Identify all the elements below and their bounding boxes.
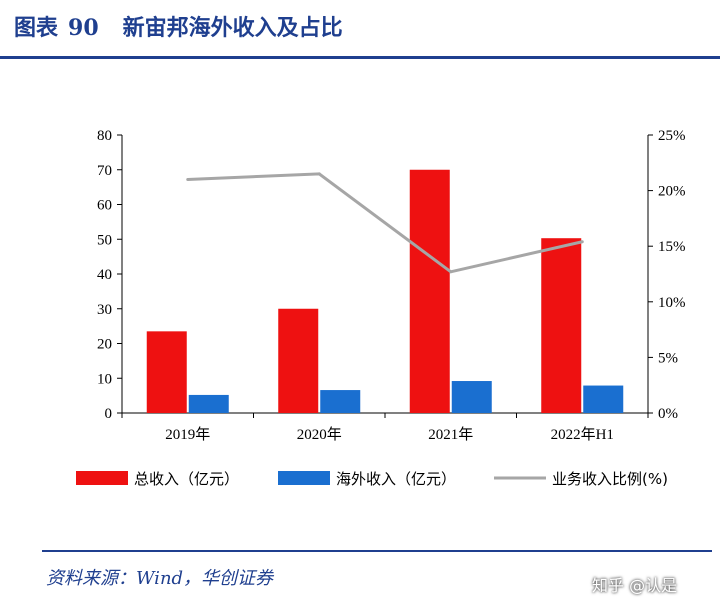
figure-number: 90 (68, 15, 99, 41)
x-tick-label: 2019年 (165, 426, 210, 443)
legend-total-revenue-label: 总收入（亿元） (134, 470, 239, 488)
left-tick-label: 80 (97, 128, 112, 144)
overseas-revenue-bar (188, 394, 229, 413)
left-tick-label: 20 (97, 337, 112, 353)
chart: 0 10 20 30 40 50 60 70 80 0% 5% 10% 15% 20% 25% 2019年 20… (76, 128, 686, 488)
ratio-line-point (449, 270, 453, 274)
legend-overseas-revenue-label: 海外收入（亿元） (336, 470, 456, 488)
figure-title: 图表 90 新宙邦海外收入及占比 (14, 10, 343, 42)
right-tick-label: 25% (658, 128, 686, 144)
right-tick-label: 10% (658, 295, 686, 311)
right-tick-label: 5% (658, 350, 678, 366)
left-tick-label: 60 (97, 198, 112, 214)
ratio-line-point (317, 172, 321, 176)
ratio-line-point (186, 177, 190, 181)
legend-total-revenue-swatch (76, 471, 128, 485)
right-tick-label: 0% (658, 406, 678, 422)
left-tick-label: 50 (97, 232, 112, 248)
figure-title-text: 新宙邦海外收入及占比 (122, 15, 343, 41)
left-tick-label: 0 (105, 406, 113, 422)
right-tick-label: 15% (658, 239, 686, 255)
total-revenue-bar (541, 238, 582, 413)
x-tick-label: 2020年 (297, 426, 342, 443)
left-tick-label: 40 (97, 267, 112, 283)
overseas-revenue-bar (451, 381, 492, 413)
watermark: 知乎 @认是 (592, 576, 678, 595)
overseas-revenue-bar (583, 385, 624, 413)
x-tick-label: 2021年 (428, 426, 473, 443)
figure-label: 图表 (14, 15, 59, 41)
source-note: 资料来源：Wind，华创证券 (46, 568, 274, 589)
legend-ratio-label: 业务收入比例(%) (552, 470, 668, 488)
left-tick-label: 10 (97, 371, 112, 387)
ratio-line (187, 172, 583, 274)
total-revenue-bar (409, 169, 450, 413)
overseas-revenue-bar (320, 390, 361, 413)
ratio-line-point (580, 240, 584, 244)
total-revenue-bar (146, 331, 187, 413)
legend-overseas-revenue-swatch (278, 471, 330, 485)
total-revenue-bar (278, 308, 319, 413)
right-tick-label: 20% (658, 184, 686, 200)
title-divider (0, 56, 720, 59)
left-tick-label: 70 (97, 163, 112, 179)
left-tick-label: 30 (97, 302, 112, 318)
x-tick-label: 2022年H1 (551, 426, 614, 443)
source-divider (42, 550, 712, 552)
